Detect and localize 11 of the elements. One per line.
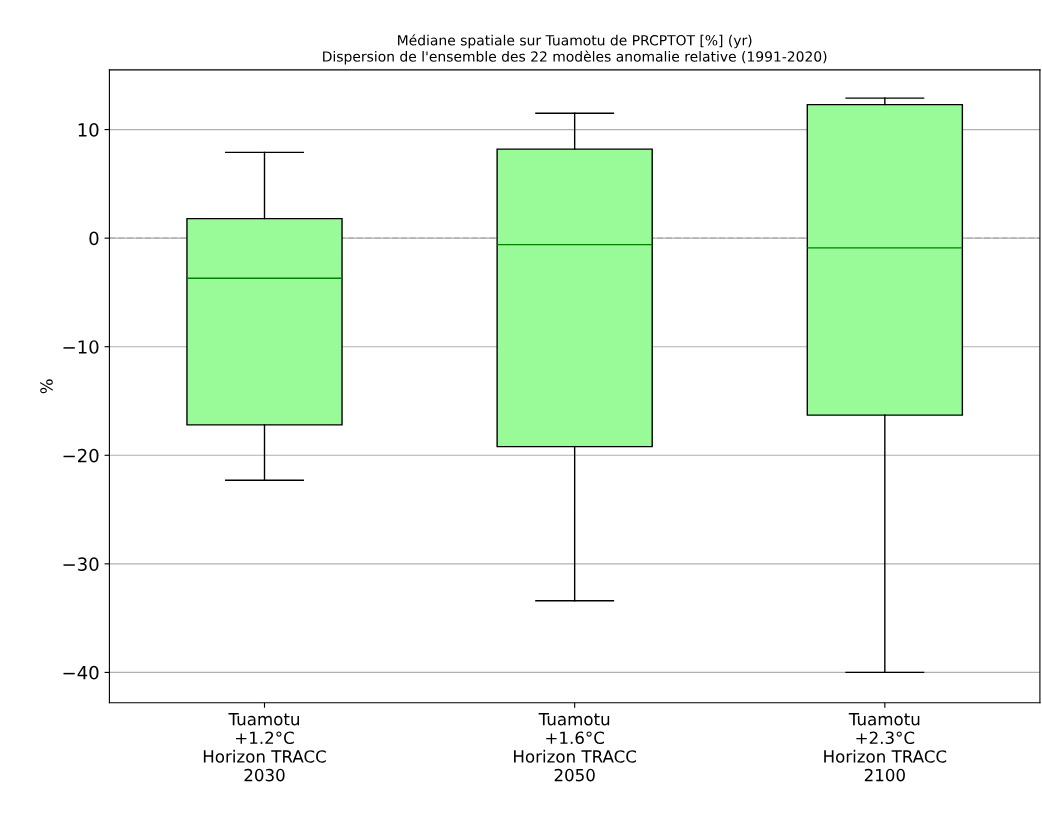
y-tick-label: −10 — [63, 340, 99, 354]
x-tick-label: Tuamotu +1.6°C Horizon TRACC 2050 — [514, 713, 637, 782]
y-tick-label: −30 — [63, 557, 99, 571]
y-axis-title: % — [40, 379, 53, 394]
y-tick-label: 10 — [78, 123, 99, 137]
y-tick-label: −40 — [63, 665, 99, 680]
x-tick-label: Tuamotu +1.2°C Horizon TRACC 2030 — [203, 713, 326, 782]
y-tick-label: 0 — [89, 231, 99, 246]
x-tick-label: Tuamotu +2.3°C Horizon TRACC 2100 — [824, 713, 947, 782]
chart-title: Médiane spatiale sur Tuamotu de PRCPTOT [%] (yr) Dispersion de l'ensemble des 22 modèles anomalie relative (1991-2020) — [323, 34, 827, 65]
y-tick-label: −20 — [63, 448, 99, 463]
